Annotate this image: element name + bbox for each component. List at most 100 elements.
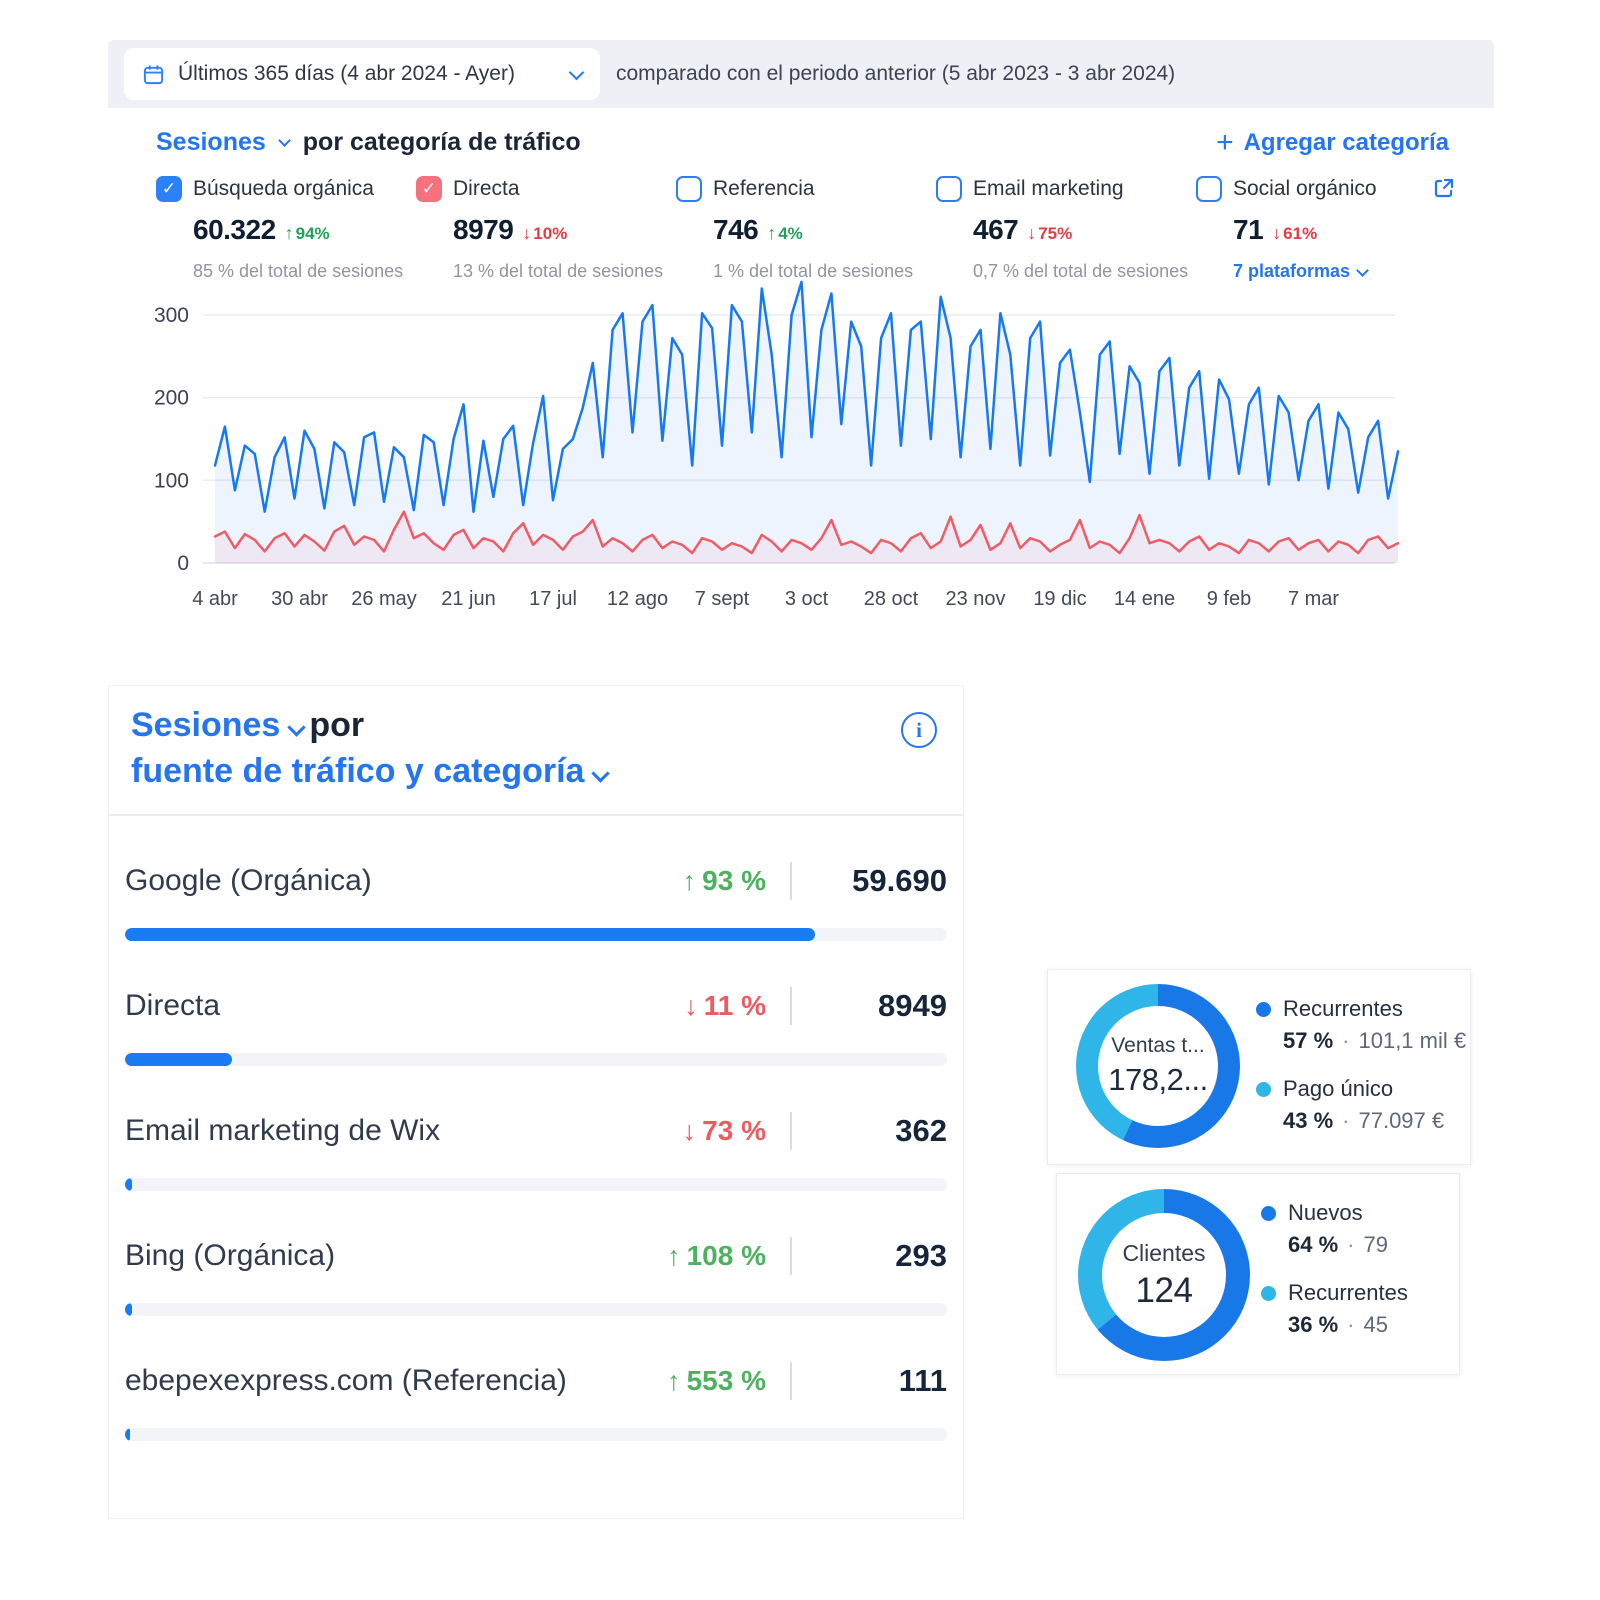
trend-arrow-icon: ↓ xyxy=(1027,223,1037,243)
legend-label: Nuevos xyxy=(1288,1200,1363,1225)
info-icon[interactable]: i xyxy=(901,712,937,748)
svg-text:12 ago: 12 ago xyxy=(607,588,668,610)
legend-dot xyxy=(1256,1081,1271,1097)
category-social-organico: ✓ Social orgánico 71 ↓61% 7 plataformas xyxy=(1196,176,1456,282)
source-value: 362 xyxy=(895,1113,947,1148)
donut-hole xyxy=(1098,1006,1218,1126)
add-category-button[interactable]: + Agregar categoría xyxy=(1216,125,1449,159)
customers-donut-card: Clientes 124 Nuevos 64 % · 79 Recurrentes … xyxy=(1056,1173,1460,1375)
checkbox-email-marketing[interactable]: ✓ xyxy=(936,176,962,202)
source-bar xyxy=(125,928,947,941)
legend-dot xyxy=(1256,1001,1271,1017)
dimension-dropdown[interactable]: fuente de tráfico y categoría xyxy=(131,752,585,790)
source-row-email-marketing: Email marketing de Wix ↓ 73 % 362 xyxy=(125,1112,947,1191)
divider xyxy=(790,1237,792,1275)
svg-text:3 oct: 3 oct xyxy=(785,588,829,610)
trend-arrow-icon: ↑ xyxy=(667,1366,681,1396)
category-subtext: 1 % del total de sesiones xyxy=(713,261,914,281)
category-value: 746 xyxy=(713,214,759,245)
source-label: Email marketing de Wix xyxy=(125,1114,441,1147)
source-bar xyxy=(125,1428,947,1441)
legend-value: 79 xyxy=(1363,1232,1388,1257)
donut-center-value: 124 xyxy=(1135,1270,1193,1310)
legend-pct: 57 % xyxy=(1283,1028,1334,1053)
chevron-down-icon[interactable] xyxy=(287,718,307,737)
donut-hole xyxy=(1102,1213,1226,1337)
trend-arrow-icon: ↑ xyxy=(767,223,777,243)
category-email-marketing: ✓ Email marketing 467 ↓75% 0,7 % del tot… xyxy=(936,176,1196,282)
legend-dot xyxy=(1261,1285,1276,1301)
category-value: 60.322 xyxy=(193,214,276,245)
svg-text:9 feb: 9 feb xyxy=(1207,588,1251,610)
donut-center-label: Ventas t... xyxy=(1111,1034,1205,1057)
legend-item-nuevos: Nuevos 64 % · 79 xyxy=(1261,1200,1408,1258)
category-subtext: 0,7 % del total de sesiones xyxy=(973,261,1189,281)
category-label: Referencia xyxy=(713,177,815,200)
legend-label: Recurrentes xyxy=(1283,996,1403,1021)
divider xyxy=(109,814,963,816)
category-label: Email marketing xyxy=(973,177,1124,200)
legend-label: Pago único xyxy=(1283,1076,1394,1101)
category-delta: ↓ 10% xyxy=(522,223,568,243)
sessions-metric-dropdown[interactable]: Sesiones xyxy=(131,706,281,744)
external-link-icon[interactable] xyxy=(1432,176,1456,200)
dot-separator: · xyxy=(1347,1232,1355,1257)
category-label: Directa xyxy=(453,177,520,200)
donut-center-label: Clientes xyxy=(1122,1239,1206,1266)
dot-separator: · xyxy=(1342,1108,1350,1133)
source-value: 293 xyxy=(895,1238,947,1273)
source-delta: ↑ 93 % xyxy=(682,865,766,896)
date-range-selector[interactable]: Últimos 365 días (4 abr 2024 - Ayer) xyxy=(124,48,600,100)
checkbox-social-organico[interactable]: ✓ xyxy=(1196,176,1222,202)
comparison-period-text: comparado con el periodo anterior (5 abr… xyxy=(616,62,1176,85)
source-label: ebepexexpress.com (Referencia) xyxy=(125,1364,567,1397)
checkbox-directa[interactable]: ✓ xyxy=(416,176,442,202)
calendar-icon xyxy=(143,64,164,84)
svg-text:7 mar: 7 mar xyxy=(1288,588,1339,610)
svg-text:23 nov: 23 nov xyxy=(945,588,1005,610)
divider xyxy=(790,987,792,1025)
svg-text:14 ene: 14 ene xyxy=(1114,588,1175,610)
divider xyxy=(790,862,792,900)
category-directa: ✓ Directa 8979 ↓ 10% 13 % del total de se… xyxy=(416,176,676,282)
chevron-down-icon[interactable] xyxy=(591,764,611,783)
legend-item-recurrentes: Recurrentes 57 % · 101,1 mil € xyxy=(1256,996,1466,1054)
source-label: Directa xyxy=(125,989,221,1022)
category-subtext: 13 % del total de sesiones xyxy=(453,261,664,281)
category-delta: ↓ 75% xyxy=(1027,223,1073,243)
legend-item-recurrentes: Recurrentes 36 % · 45 xyxy=(1261,1280,1408,1338)
donut-center-value: 178,2... xyxy=(1108,1062,1208,1097)
sales-donut-chart: Ventas t... 178,2... xyxy=(1076,984,1240,1148)
source-delta: ↓ 73 % xyxy=(682,1115,766,1146)
source-value: 111 xyxy=(898,1363,947,1398)
chevron-down-icon xyxy=(1356,263,1369,277)
checkbox-referencia[interactable]: ✓ xyxy=(676,176,702,202)
date-range-label: Últimos 365 días (4 abr 2024 - Ayer) xyxy=(178,62,515,85)
chevron-down-icon[interactable] xyxy=(277,134,291,147)
checkbox-busqueda-organica[interactable]: ✓ xyxy=(156,176,182,202)
category-value: 467 xyxy=(973,214,1019,245)
date-filter-bar: Últimos 365 días (4 abr 2024 - Ayer) com… xyxy=(108,40,1494,108)
legend-label: Recurrentes xyxy=(1288,1280,1408,1305)
source-bar xyxy=(125,1053,947,1066)
category-subtext: 85 % del total de sesiones xyxy=(193,261,404,281)
sessions-line-chart: 0 100 200 300 4 abr 30 abr 26 may 21 jun 17 jul 1… xyxy=(154,280,1493,623)
platforms-link[interactable]: 7 plataformas xyxy=(1233,261,1426,282)
source-bar xyxy=(125,1178,947,1191)
category-delta: ↑ 94% xyxy=(284,223,330,243)
category-referencia: ✓ Referencia 746 ↑4% 1 % del total de se… xyxy=(676,176,936,282)
trend-arrow-icon: ↓ xyxy=(684,991,698,1021)
title-connector: por xyxy=(309,706,365,744)
category-value: 8979 xyxy=(453,214,514,245)
svg-text:7 sept: 7 sept xyxy=(695,588,750,610)
category-delta: ↓ 61% xyxy=(1272,223,1318,243)
svg-text:0: 0 xyxy=(177,552,189,575)
legend-pct: 64 % xyxy=(1288,1232,1339,1257)
trend-arrow-icon: ↑ xyxy=(667,1241,681,1271)
source-value: 59.690 xyxy=(852,863,947,898)
sessions-metric-dropdown[interactable]: Sesiones xyxy=(156,128,266,156)
plus-icon: + xyxy=(1216,125,1234,159)
trend-arrow-icon: ↓ xyxy=(522,223,532,243)
category-label: Búsqueda orgánica xyxy=(193,177,374,200)
legend-value: 101,1 mil € xyxy=(1358,1028,1467,1053)
